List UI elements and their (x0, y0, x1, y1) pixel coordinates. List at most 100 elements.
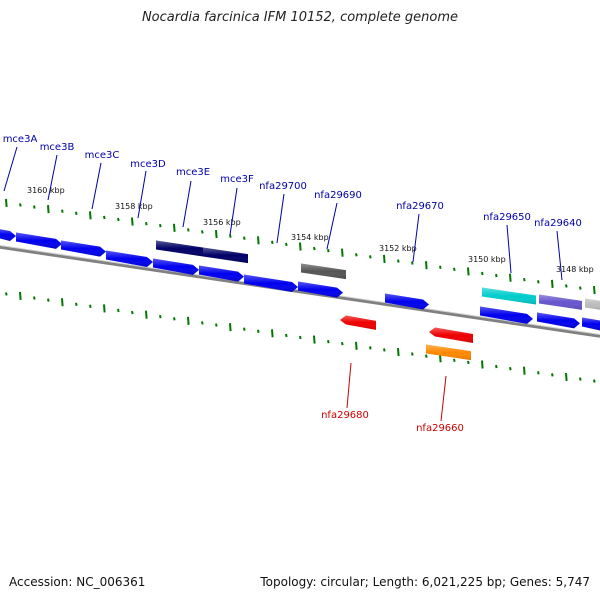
tick-mark (495, 364, 498, 369)
tick-mark (215, 229, 218, 239)
tick-mark (439, 265, 442, 269)
gene-mce3A-shading (0, 229, 16, 241)
gene-forward-unlabeled-shading (153, 258, 199, 275)
tick-mark (117, 308, 120, 313)
mce3C-label[interactable]: mce3C (85, 150, 120, 161)
tick-mark (355, 253, 358, 257)
tick-mark (145, 221, 148, 226)
tick-mark (593, 379, 596, 383)
tick-mark (5, 292, 8, 296)
tick-mark (159, 315, 162, 319)
nfa29690-leader (326, 202, 338, 250)
mce3D-leader (137, 170, 147, 219)
tick-mark (509, 273, 512, 282)
tick-mark (313, 335, 316, 344)
tick-mark (229, 234, 232, 238)
tick-mark (551, 373, 554, 377)
mce3F-label[interactable]: mce3F (220, 174, 254, 185)
mce3D-label[interactable]: mce3D (130, 159, 166, 170)
kbp-label: 3150 kbp (468, 255, 506, 264)
tick-mark (103, 215, 106, 220)
tick-mark (565, 372, 568, 382)
tick-mark (439, 354, 442, 363)
tick-mark (565, 284, 568, 288)
tick-mark (341, 342, 344, 346)
tick-mark (551, 279, 554, 288)
kbp-label: 3152 kbp (379, 244, 417, 253)
gene-nfa29670-shading (385, 293, 429, 310)
nfa29650-label[interactable]: nfa29650 (483, 212, 531, 223)
tick-mark (481, 360, 484, 369)
tick-mark (47, 205, 50, 214)
tick-mark (537, 280, 540, 284)
nfa29650-leader (506, 224, 512, 274)
gene-mce3C-shading (61, 240, 106, 257)
tick-mark (327, 339, 330, 344)
tick-mark (383, 348, 386, 352)
mce3A-label[interactable]: mce3A (3, 134, 38, 145)
nfa29670-label[interactable]: nfa29670 (396, 201, 444, 212)
tick-mark (61, 209, 64, 213)
gene-features (0, 229, 600, 361)
mce3E-label[interactable]: mce3E (176, 167, 210, 178)
tick-mark (159, 224, 162, 228)
gene-forward-unlabeled-shading (199, 265, 244, 282)
nfa29680-leader (346, 362, 352, 409)
accession-text: Accession: NC_006361 (9, 575, 146, 589)
tick-mark (523, 278, 526, 282)
tick-mark (187, 228, 190, 232)
nfa29660-label[interactable]: nfa29660 (416, 423, 464, 434)
kbp-label: 3156 kbp (203, 218, 241, 227)
genome-summary-text: Topology: circular; Length: 6,021,225 bp… (260, 575, 590, 589)
nfa29700-label[interactable]: nfa29700 (259, 181, 307, 192)
gene-forward-unlabeled-shading (537, 312, 580, 329)
tick-mark (75, 211, 78, 215)
kbp-label: 3154 kbp (291, 233, 329, 242)
tick-mark (243, 236, 246, 240)
tick-mark (509, 366, 512, 371)
tick-mark (173, 317, 176, 321)
tick-mark (397, 347, 400, 357)
nfa29640-leader (556, 230, 563, 281)
tick-mark (425, 354, 428, 358)
tick-mark (285, 333, 288, 338)
tick-mark (537, 371, 540, 375)
mce3F-leader (229, 187, 238, 236)
tick-mark (579, 286, 582, 290)
tick-mark (243, 327, 246, 331)
kbp-label: 3158 kbp (115, 202, 153, 211)
tick-mark (19, 291, 22, 301)
tick-mark (117, 217, 120, 222)
nfa29690-label[interactable]: nfa29690 (314, 190, 362, 201)
gene-forward-unlabeled-shading (582, 317, 600, 331)
tick-mark (579, 377, 582, 381)
mce3B-label[interactable]: mce3B (40, 142, 75, 153)
tick-mark (369, 346, 372, 350)
tick-mark (397, 259, 400, 263)
kbp-label: 3148 kbp (556, 265, 594, 274)
gene-grey-shading (301, 263, 346, 280)
tick-mark (453, 358, 456, 363)
kbp-label: 3160 kbp (27, 186, 65, 195)
mce3A-leader (3, 146, 18, 192)
gene-nfa29650-shading (482, 287, 536, 305)
tick-mark (495, 273, 498, 278)
tick-mark (173, 223, 176, 232)
tick-mark (145, 310, 148, 319)
label-leaders (3, 146, 563, 422)
mce3E-leader (182, 180, 192, 228)
tick-mark (299, 242, 302, 251)
mce3B-leader (47, 154, 58, 201)
nfa29640-label[interactable]: nfa29640 (534, 218, 582, 229)
gene-nfa29660-shading (426, 344, 471, 361)
tick-mark (453, 267, 456, 272)
tick-mark (257, 236, 260, 245)
gene-mce3D-shading (106, 250, 153, 267)
tick-mark (33, 205, 36, 209)
nfa29660-leader (440, 375, 447, 422)
tick-mark (47, 298, 50, 302)
nfa29670-leader (412, 213, 420, 263)
nfa29680-label[interactable]: nfa29680 (321, 410, 369, 421)
